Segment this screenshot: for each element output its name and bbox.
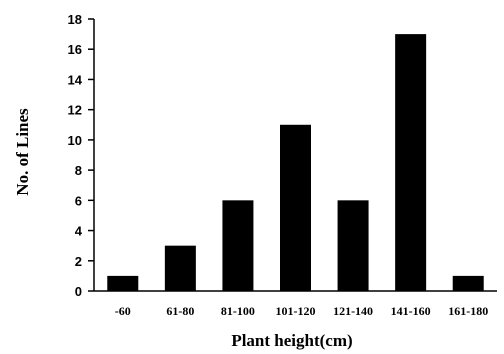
y-axis	[88, 18, 95, 292]
bar--60	[107, 275, 139, 291]
y-tick-label: 18	[68, 12, 82, 27]
x-tick-label: -60	[115, 304, 131, 318]
bar-141-160	[395, 34, 427, 291]
x-tick-label: 141-160	[391, 304, 431, 318]
x-axis-title: Plant height(cm)	[231, 331, 352, 350]
bar-101-120	[280, 124, 311, 292]
y-tick-label: 2	[75, 254, 82, 269]
bar-161-180	[452, 275, 484, 291]
x-tick-labels: -60 61-80 81-100 101-120 121-140 141-160 161-1…	[115, 304, 488, 318]
x-tick-label: 101-120	[276, 304, 316, 318]
y-tick-label: 8	[75, 163, 82, 178]
y-tick-label: 6	[75, 193, 82, 208]
bar-81-100	[222, 200, 254, 291]
bars	[107, 34, 484, 292]
y-tick-label: 0	[75, 284, 82, 299]
bar-61-80	[164, 245, 196, 291]
y-tick-label: 14	[68, 72, 83, 87]
bar-121-140	[337, 200, 369, 291]
y-tick-label: 12	[68, 103, 82, 118]
x-tick-label: 61-80	[166, 304, 194, 318]
x-tick-label: 121-140	[333, 304, 373, 318]
y-tick-label: 10	[68, 133, 82, 148]
x-tick-label: 161-180	[448, 304, 488, 318]
y-axis-title: No. of Lines	[13, 108, 32, 196]
y-tick-label: 4	[75, 224, 83, 239]
y-tick-labels: 0 2 4 6 8 10 12 14 16 18	[68, 12, 83, 299]
y-tick-label: 16	[68, 42, 82, 57]
x-tick-label: 81-100	[221, 304, 255, 318]
